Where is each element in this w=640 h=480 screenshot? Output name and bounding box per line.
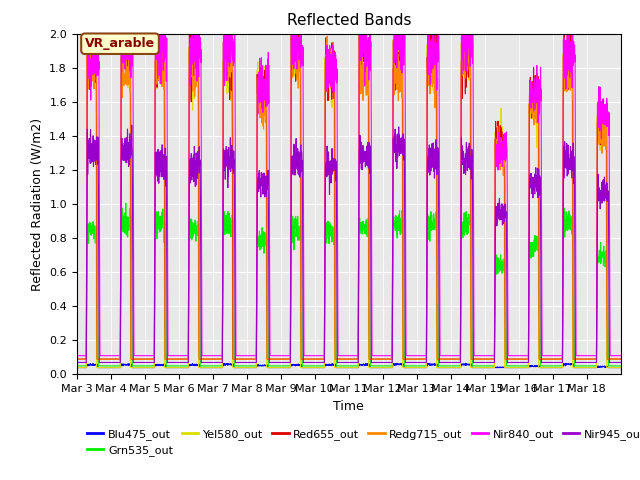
X-axis label: Time: Time bbox=[333, 400, 364, 413]
Text: VR_arable: VR_arable bbox=[85, 37, 155, 50]
Legend: Blu475_out, Grn535_out, Yel580_out, Red655_out, Redg715_out, Nir840_out, Nir945_: Blu475_out, Grn535_out, Yel580_out, Red6… bbox=[83, 424, 640, 460]
Title: Reflected Bands: Reflected Bands bbox=[287, 13, 411, 28]
Y-axis label: Reflected Radiation (W/m2): Reflected Radiation (W/m2) bbox=[31, 118, 44, 290]
